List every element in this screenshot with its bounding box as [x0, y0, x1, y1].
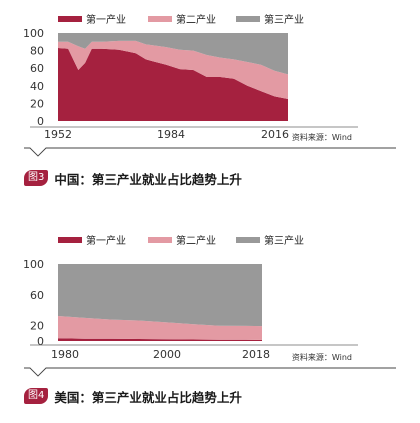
- x-tick-label-2: 2000: [153, 348, 181, 361]
- source-note: 资料来源：Wind: [292, 352, 352, 362]
- legend-swatch-3: [236, 237, 260, 243]
- caption-divider: [24, 367, 396, 377]
- y-tick-label-3: 60: [30, 289, 44, 302]
- y-tick-label-5: 80: [30, 45, 44, 58]
- series-area-3: [58, 264, 262, 327]
- legend-swatch-1: [58, 237, 82, 243]
- figure-4-title: 美国：第三产业就业占比趋势上升: [54, 389, 242, 405]
- series-area-1: [58, 48, 288, 121]
- series-area-1: [58, 338, 262, 341]
- x-tick-label-2: 1984: [157, 128, 185, 141]
- legend-swatch-3: [236, 16, 260, 22]
- figure-4-badge: 图4: [24, 388, 49, 404]
- figure-3-badge: 图3: [24, 170, 49, 186]
- y-tick-label-3: 40: [30, 80, 44, 93]
- legend-label-2: 第二产业: [176, 234, 216, 247]
- legend-label-3: 第三产业: [264, 13, 304, 26]
- series-area-2: [58, 316, 262, 340]
- x-tick-label-1: 1952: [44, 128, 72, 141]
- series-area-3: [58, 33, 288, 75]
- y-tick-label-6: 100: [23, 27, 44, 40]
- y-tick-label-1: 0: [37, 115, 44, 128]
- y-tick-label-2: 20: [30, 320, 44, 333]
- legend-label-3: 第三产业: [264, 234, 304, 247]
- legend-label-1: 第一产业: [86, 234, 126, 247]
- figure-3-caption: 图3 中国：第三产业就业占比趋势上升: [24, 169, 242, 187]
- legend-swatch-1: [58, 16, 82, 22]
- legend-swatch-2: [148, 16, 172, 22]
- y-tick-label-4: 60: [30, 62, 44, 75]
- y-tick-label-1: 0: [37, 335, 44, 348]
- legend-label-2: 第二产业: [176, 13, 216, 26]
- x-tick-label-3: 2016: [261, 128, 289, 141]
- source-note: 资料来源：Wind: [292, 132, 352, 142]
- figure-3-title: 中国：第三产业就业占比趋势上升: [54, 171, 242, 187]
- legend-swatch-2: [148, 237, 172, 243]
- x-tick-label-1: 1980: [51, 348, 79, 361]
- series-area-2: [58, 40, 288, 99]
- legend-label-1: 第一产业: [86, 13, 126, 26]
- y-tick-label-4: 100: [23, 258, 44, 271]
- caption-divider: [24, 147, 396, 157]
- figure-4-caption: 图4 美国：第三产业就业占比趋势上升: [24, 387, 242, 405]
- y-tick-label-2: 20: [30, 97, 44, 110]
- x-tick-label-3: 2018: [242, 348, 270, 361]
